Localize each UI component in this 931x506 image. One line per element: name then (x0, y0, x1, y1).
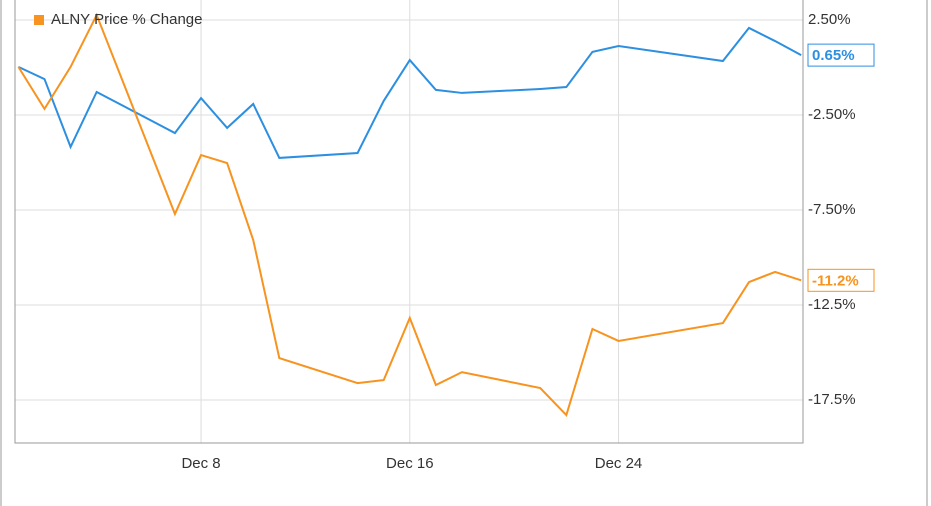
y-tick-label: -17.5% (808, 391, 856, 408)
legend-label: ALNY Price % Change (51, 11, 202, 28)
legend-swatch (34, 15, 44, 25)
series-line (17, 12, 802, 417)
value-label: -11.2% (812, 272, 859, 289)
value-label: 0.65% (812, 47, 855, 64)
plot-frame (14, 0, 804, 444)
x-tick-label: Dec 16 (386, 455, 434, 472)
y-tick-label: -2.50% (808, 106, 856, 123)
value-label-box (807, 268, 875, 292)
x-tick-label: Dec 8 (181, 455, 220, 472)
y-tick-label: -7.50% (808, 201, 856, 218)
value-label-box (807, 43, 875, 67)
y-tick-label: 2.50% (808, 11, 851, 28)
x-tick-label: Dec 24 (595, 455, 643, 472)
y-tick-label: -12.5% (808, 296, 856, 313)
